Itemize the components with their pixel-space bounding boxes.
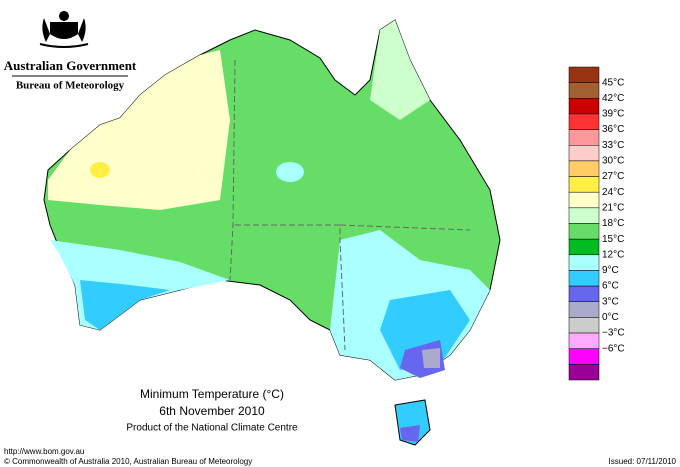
legend-label: 39°C	[602, 109, 624, 120]
legend-swatch	[568, 348, 600, 365]
legend-label: −3°C	[602, 328, 625, 339]
legend-swatch	[568, 285, 600, 303]
legend-label: 9°C	[602, 265, 619, 276]
legend-label: 33°C	[602, 140, 624, 151]
legend-label: 18°C	[602, 218, 624, 229]
legend-label: 21°C	[602, 202, 624, 213]
legend-swatch	[568, 223, 600, 240]
legend-label: −6°C	[602, 343, 625, 354]
legend-label: 24°C	[602, 187, 624, 198]
legend-swatch	[568, 82, 600, 99]
legend-swatch	[568, 160, 600, 177]
map-product: Product of the National Climate Centre	[126, 423, 298, 434]
legend-swatch	[568, 301, 600, 318]
legend-swatch	[568, 66, 600, 83]
legend-swatch	[568, 364, 600, 381]
legend-swatch	[568, 207, 600, 224]
copyright: © Commonwealth of Australia 2010, Austra…	[4, 457, 252, 466]
legend-swatch	[568, 332, 600, 349]
map-date: 6th November 2010	[159, 404, 265, 418]
legend-swatch	[568, 191, 600, 209]
agency: Australian Government	[4, 58, 137, 73]
legend-swatch	[568, 113, 600, 130]
issued: Issued: 07/11/2010	[609, 457, 677, 466]
legend-swatch	[568, 98, 600, 115]
legend-label: 36°C	[602, 124, 624, 135]
legend-label: 45°C	[602, 77, 624, 88]
coat-of-arms	[39, 11, 89, 48]
url: http://www.bom.gov.au	[4, 447, 84, 456]
legend-swatch	[568, 129, 600, 146]
legend-swatch	[568, 317, 600, 334]
legend-label: 30°C	[602, 156, 624, 167]
legend-swatch	[568, 254, 600, 271]
legend-label: 27°C	[602, 171, 624, 182]
legend: 45°C 42°C 39°C 36°C 33°C 30°C 27°C 24°C 21°C 18°C…	[568, 66, 625, 381]
legend-label: 3°C	[602, 296, 619, 307]
legend-label: 12°C	[602, 249, 624, 260]
legend-label: 0°C	[602, 312, 619, 323]
legend-swatch	[568, 238, 600, 256]
legend-swatch	[568, 145, 600, 162]
australia-map	[43, 19, 501, 446]
legend-swatch	[568, 270, 600, 287]
map-title: Minimum Temperature (°C)	[140, 387, 284, 401]
legend-label: 15°C	[602, 234, 624, 245]
legend-label: 42°C	[602, 93, 624, 104]
bureau: Bureau of Meteorology	[16, 80, 125, 92]
legend-swatch	[568, 176, 600, 193]
legend-label: 6°C	[602, 281, 619, 292]
